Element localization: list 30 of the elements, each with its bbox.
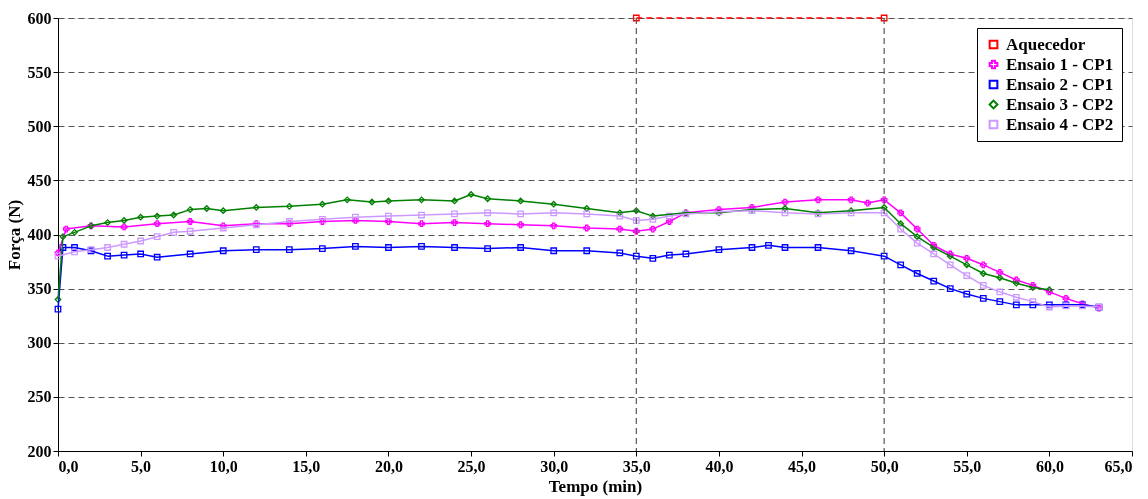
- x-tick-label: 35,0: [622, 457, 651, 475]
- x-tick-label: 40,0: [705, 457, 734, 475]
- x-tick-label: 15,0: [292, 457, 321, 475]
- y-tick-label: 400: [27, 226, 52, 243]
- x-tick-label: 25,0: [457, 457, 486, 475]
- legend-label: Ensaio 1 - CP1: [1006, 54, 1114, 74]
- y-tick-label: 550: [27, 63, 52, 81]
- x-tick-label: 55,0: [953, 457, 982, 475]
- y-axis-title: Força (N): [4, 199, 24, 271]
- x-axis-title: Tempo (min): [548, 476, 643, 496]
- y-tick-label: 600: [27, 9, 52, 27]
- y-tick-label: 300: [27, 334, 52, 352]
- x-tick-label: 30,0: [540, 457, 569, 475]
- y-tick-label: 450: [27, 171, 52, 189]
- x-tick-label: 5,0: [131, 457, 152, 475]
- legend-label: Ensaio 2 - CP1: [1006, 74, 1114, 94]
- y-tick-label: 200: [27, 442, 52, 460]
- legend-label: Ensaio 3 - CP2: [1006, 94, 1114, 114]
- x-tick-label: 50,0: [870, 457, 899, 475]
- y-tick-label: 250: [27, 388, 52, 406]
- x-tick-label: 0,0: [58, 457, 79, 475]
- y-tick-label: 350: [27, 280, 52, 298]
- x-tick-label: 65,0: [1104, 457, 1133, 475]
- y-tick-label: 500: [27, 117, 52, 135]
- x-tick-label: 10,0: [209, 457, 238, 475]
- x-tick-label: 20,0: [374, 457, 403, 475]
- x-tick-label: 45,0: [788, 457, 817, 475]
- legend-label: Ensaio 4 - CP2: [1006, 114, 1114, 134]
- legend-label: Aquecedor: [1006, 34, 1086, 54]
- x-tick-label: 60,0: [1035, 457, 1064, 475]
